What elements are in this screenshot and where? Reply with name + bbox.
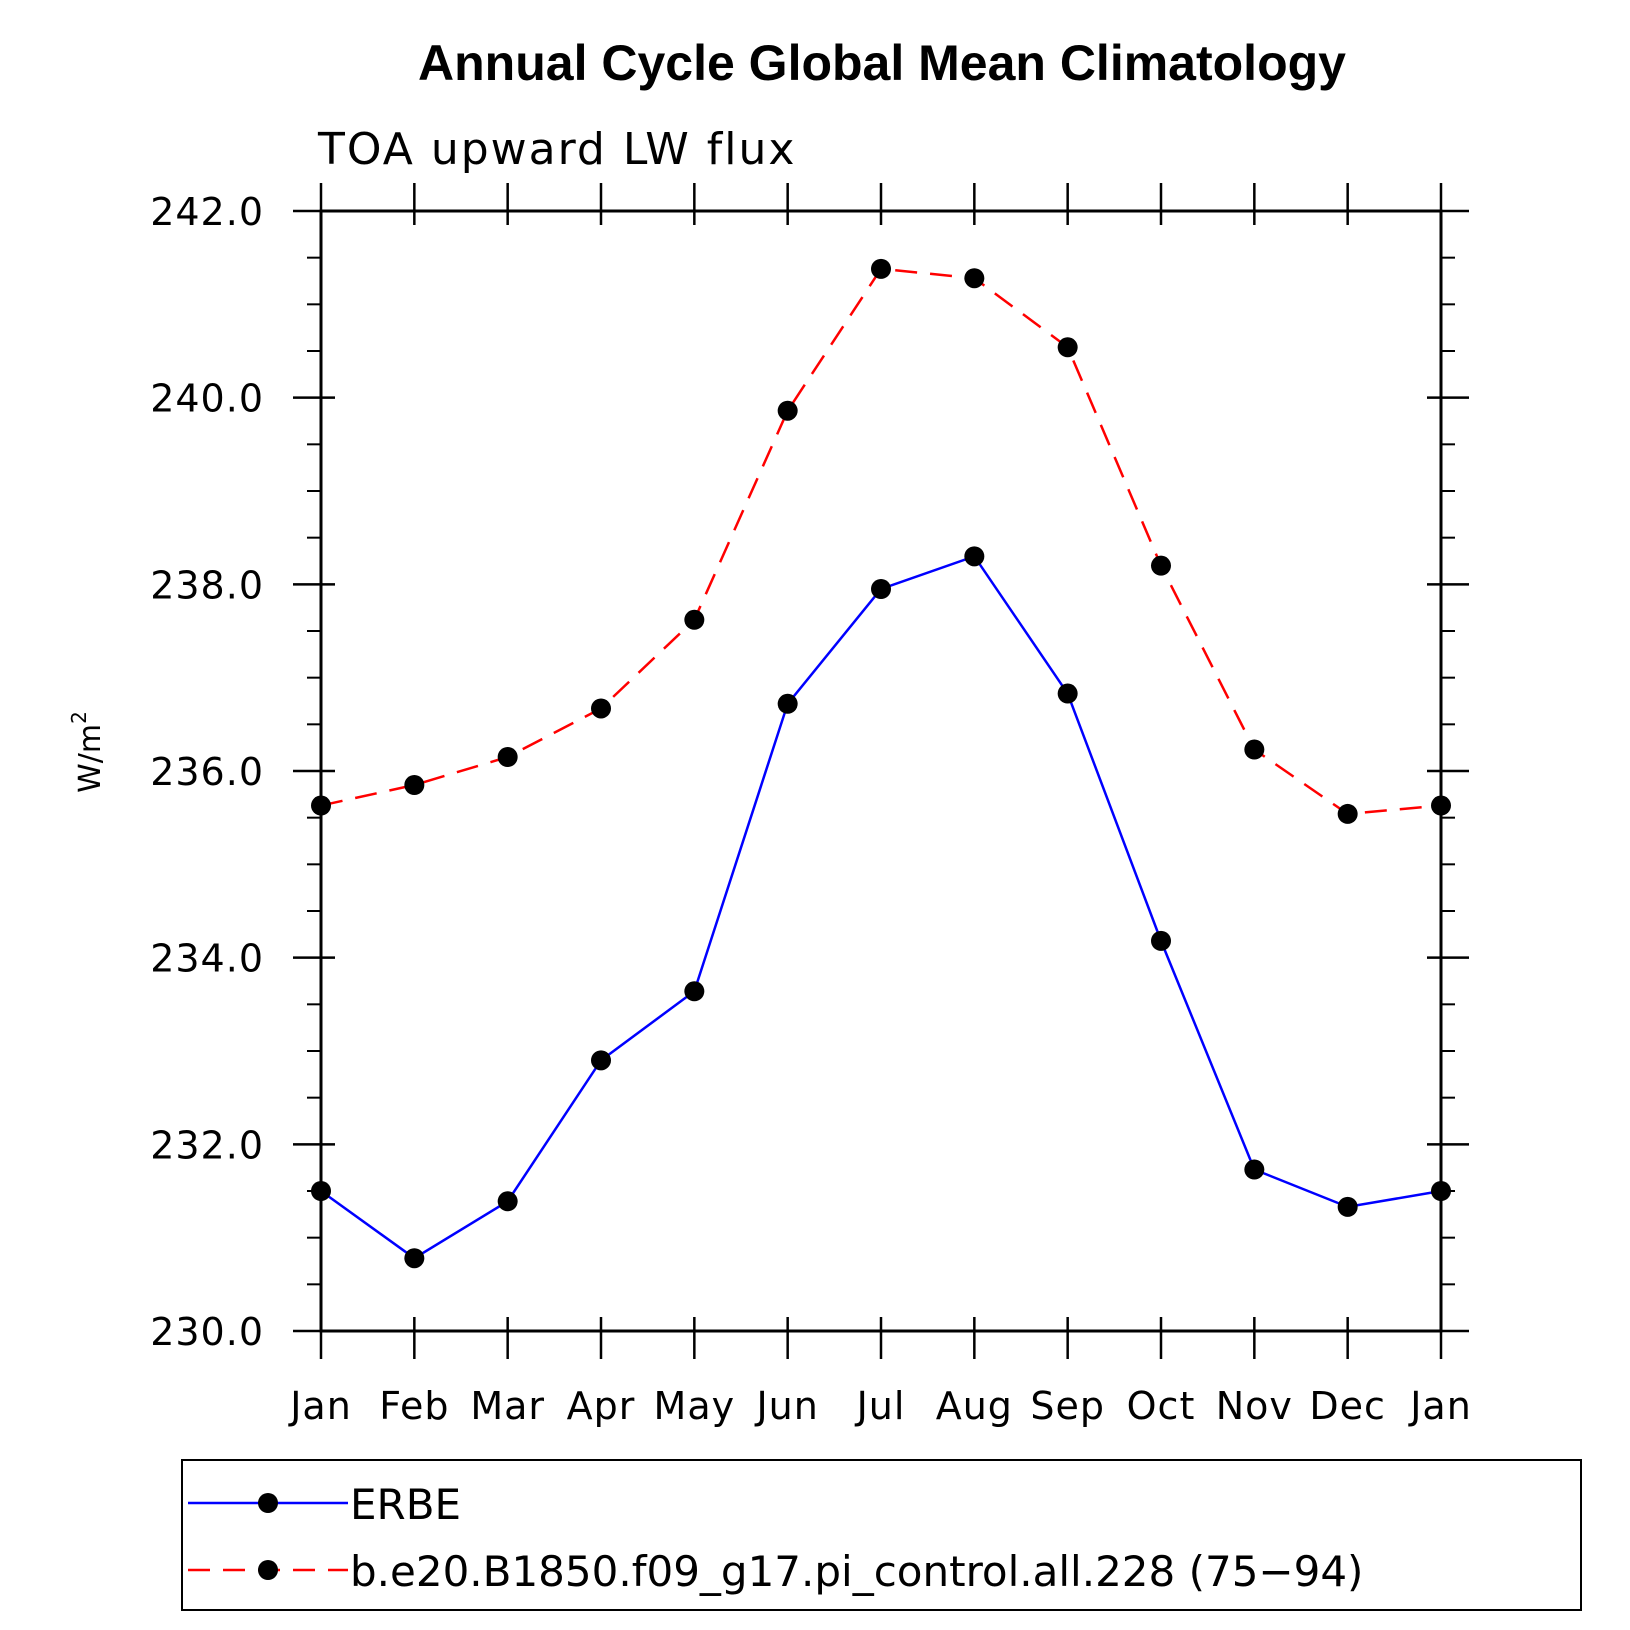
y-axis-label-superscript: 2 [67,711,91,724]
legend-marker-erbe [258,1493,278,1513]
data-point [1244,739,1265,760]
legend-marker-model [258,1560,278,1580]
x-tick-label: Nov [1216,1384,1293,1428]
x-tick-label: Dec [1309,1384,1386,1428]
data-point [1151,930,1171,951]
x-tick-label: Jan [1408,1384,1472,1428]
y-tick-label: 230.0 [150,1310,264,1354]
svg-text:W/m2: W/m2 [67,711,108,793]
y-tick-labels: 230.0 232.0 234.0 236.0 238.0 240.0 242.0 [150,190,264,1354]
x-tick-labels: Jan Feb Mar Apr May Jun Jul Aug Sep Oct Nov Dec Jan [288,1384,1472,1428]
legend-label-model: b.e20.B1850.f09_g17.pi_control.all.228 (… [350,1547,1363,1596]
data-point [1244,1159,1265,1180]
data-point [1057,337,1078,358]
data-point [777,400,798,421]
x-tick-label: Mar [470,1384,545,1428]
y-tick-label: 238.0 [150,563,264,607]
x-tick-label: Jul [855,1384,906,1428]
y-axis-label: W/m2 [67,711,108,793]
axis-ticks [293,183,1469,1359]
x-tick-label: Apr [567,1384,636,1428]
data-point [404,775,425,795]
chart-title: Annual Cycle Global Mean Climatology [418,35,1346,91]
data-point [311,795,331,816]
data-point [497,1191,518,1212]
data-point [964,546,985,567]
x-tick-label: Feb [379,1384,449,1428]
y-tick-label: 242.0 [150,190,264,234]
data-point [1337,1196,1358,1217]
data-point [1431,1181,1451,1201]
y-tick-label: 240.0 [150,377,264,421]
x-tick-label: May [654,1384,736,1428]
x-tick-label: Sep [1030,1384,1105,1428]
data-point [591,698,611,719]
x-tick-label: Jun [754,1384,818,1428]
data-point [404,1248,425,1269]
y-axis-label-unit: W/m [73,724,108,793]
y-tick-label: 234.0 [150,937,264,981]
chart-subtitle: TOA upward LW flux [317,124,796,175]
data-point [684,609,705,630]
y-tick-label: 236.0 [150,750,264,794]
data-point [871,258,891,279]
data-point [777,693,798,714]
plot-frame [319,209,1443,1333]
data-point [1337,803,1358,824]
data-point [497,747,518,767]
x-tick-label: Aug [936,1384,1013,1428]
series-line [320,267,1442,816]
data-point [1057,683,1078,704]
series-line [320,554,1442,1260]
data-point [871,579,891,599]
legend-label-erbe: ERBE [350,1480,461,1529]
data-point [964,268,985,289]
data-point [591,1050,611,1071]
y-tick-label: 232.0 [150,1123,264,1167]
series-layer [311,258,1451,1269]
x-tick-label: Jan [288,1384,352,1428]
data-point [1431,795,1451,816]
legend-box [181,1459,1582,1611]
legend: ERBE b.e20.B1850.f09_g17.pi_control.all.… [181,1459,1582,1611]
data-point [1151,555,1171,576]
data-point [311,1181,331,1201]
data-point [684,981,705,1002]
x-tick-label: Oct [1127,1384,1196,1428]
